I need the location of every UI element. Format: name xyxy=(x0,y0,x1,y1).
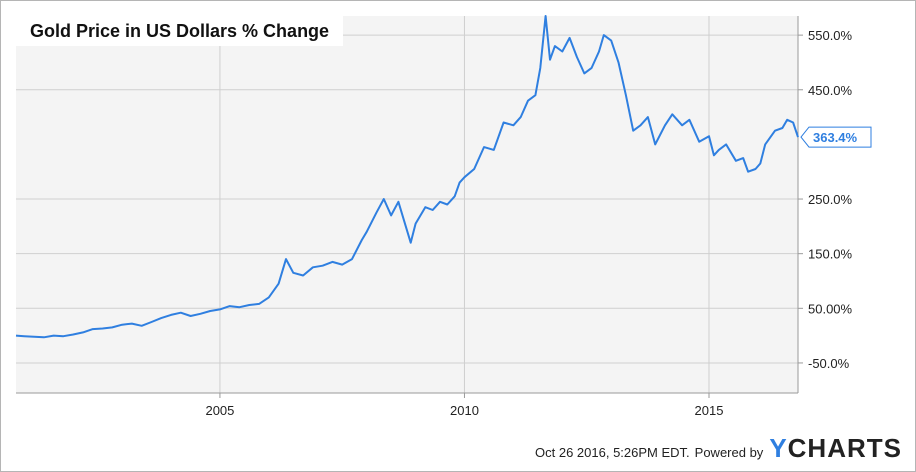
y-tick-label: 150.0% xyxy=(808,247,853,262)
last-value-callout xyxy=(800,126,872,148)
ycharts-logo[interactable]: YCHARTS xyxy=(769,433,902,464)
x-tick-labels: 2005 2010 2015 xyxy=(205,393,723,418)
y-tick-label: -50.0% xyxy=(808,356,850,371)
last-value-marker: 363.4% xyxy=(800,126,872,148)
x-tick-label: 2010 xyxy=(450,403,479,418)
last-value-label: 363.4% xyxy=(813,130,858,145)
footer: Oct 26 2016, 5:26PM EDT. Powered by YCHA… xyxy=(535,433,902,464)
x-tick-label: 2005 xyxy=(205,403,234,418)
gold-price-series-line xyxy=(15,15,799,339)
chart-title: Gold Price in US Dollars % Change xyxy=(16,16,344,46)
x-tick-label: 2015 xyxy=(695,403,724,418)
x-gridlines xyxy=(219,16,710,393)
footer-timestamp: Oct 26 2016, 5:26PM EDT. xyxy=(535,445,690,460)
footer-powered-by: Powered by xyxy=(694,445,764,460)
y-tick-label: 50.00% xyxy=(808,301,853,316)
ycharts-logo-text: CHARTS xyxy=(787,433,902,463)
plot-area xyxy=(16,16,798,393)
y-tick-label: 250.0% xyxy=(808,192,853,207)
ycharts-logo-y: Y xyxy=(769,433,788,463)
y-gridlines xyxy=(16,34,798,364)
y-tick-label: 450.0% xyxy=(808,83,853,98)
y-tick-labels: 550.0% 450.0% 250.0% 150.0% 50.00% -50.0% xyxy=(798,28,853,371)
y-tick-label: 550.0% xyxy=(808,28,853,43)
